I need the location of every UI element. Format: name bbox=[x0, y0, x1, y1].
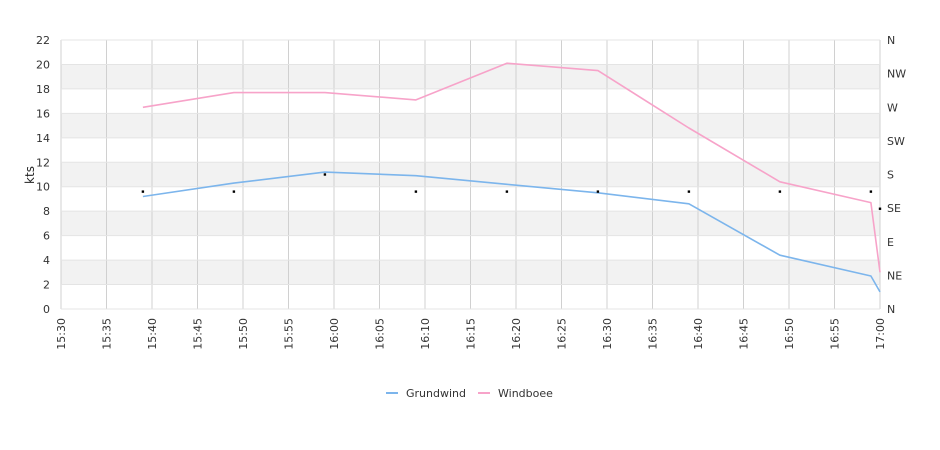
legend-label-grundwind: Grundwind bbox=[406, 387, 466, 400]
horizontal-gridlines bbox=[61, 39, 880, 310]
y-tick-label: 18 bbox=[36, 83, 50, 96]
x-tick-label: 15:45 bbox=[192, 318, 205, 350]
legend: Grundwind Windboee bbox=[386, 387, 553, 400]
x-tick-label: 16:20 bbox=[510, 318, 523, 350]
x-tick-label: 15:35 bbox=[101, 318, 114, 350]
x-tick-label: 16:00 bbox=[328, 318, 341, 350]
series-line-windboee bbox=[142, 62, 881, 273]
x-tick-label: 16:10 bbox=[419, 318, 432, 350]
y2-tick-label: SW bbox=[887, 135, 905, 148]
y2-tick-label: SE bbox=[887, 202, 901, 215]
direction-marker bbox=[878, 207, 882, 210]
direction-marker bbox=[687, 190, 691, 193]
y2-tick-label: N bbox=[887, 34, 895, 47]
x-tick-label: 15:30 bbox=[55, 318, 68, 350]
x-tick-label: 16:40 bbox=[692, 318, 705, 350]
y2-tick-label: NW bbox=[887, 68, 906, 81]
y-tick-label: 0 bbox=[43, 303, 50, 316]
y2-axis-ticks: N NE E SE S SW W NW N bbox=[887, 34, 906, 316]
y-tick-label: 14 bbox=[36, 132, 50, 145]
x-tick-label: 16:55 bbox=[829, 318, 842, 350]
y2-tick-label: S bbox=[887, 169, 894, 182]
x-tick-label: 16:50 bbox=[783, 318, 796, 350]
x-axis-ticks: 15:30 15:35 15:40 15:45 15:50 15:55 16:00 16:05… bbox=[55, 318, 887, 350]
x-tick-label: 16:45 bbox=[738, 318, 751, 350]
y-tick-label: 2 bbox=[43, 279, 50, 292]
y2-tick-label: N bbox=[887, 303, 895, 316]
y-tick-label: 16 bbox=[36, 107, 50, 120]
y-axis-title: kts bbox=[23, 166, 37, 184]
y-tick-label: 4 bbox=[43, 254, 50, 267]
x-tick-label: 15:55 bbox=[283, 318, 296, 350]
direction-marker bbox=[323, 173, 327, 176]
series-line-grundwind bbox=[142, 171, 881, 293]
direction-marker bbox=[414, 190, 418, 193]
y2-tick-label: E bbox=[887, 236, 894, 249]
y-tick-label: 12 bbox=[36, 156, 50, 169]
y-tick-label: 6 bbox=[43, 230, 50, 243]
direction-marker bbox=[869, 190, 873, 193]
y2-tick-label: W bbox=[887, 101, 898, 114]
direction-markers bbox=[141, 173, 882, 210]
y2-tick-label: NE bbox=[887, 269, 902, 282]
y-tick-label: 10 bbox=[36, 181, 50, 194]
x-tick-label: 16:15 bbox=[465, 318, 478, 350]
direction-marker bbox=[596, 190, 600, 193]
x-tick-label: 15:40 bbox=[146, 318, 159, 350]
direction-marker bbox=[232, 190, 236, 193]
direction-marker bbox=[505, 190, 509, 193]
x-tick-label: 16:25 bbox=[556, 318, 569, 350]
x-tick-label: 16:30 bbox=[601, 318, 614, 350]
y-tick-label: 20 bbox=[36, 58, 50, 71]
x-tick-label: 16:05 bbox=[374, 318, 387, 350]
y-tick-label: 22 bbox=[36, 34, 50, 47]
legend-label-windboee: Windboee bbox=[498, 387, 553, 400]
direction-marker bbox=[778, 190, 782, 193]
direction-marker bbox=[141, 190, 145, 193]
y-tick-label: 8 bbox=[43, 205, 50, 218]
x-tick-label: 16:35 bbox=[647, 318, 660, 350]
x-tick-label: 15:50 bbox=[237, 318, 250, 350]
y-axis-ticks: 0 2 4 6 8 10 12 14 16 18 20 22 bbox=[36, 34, 50, 316]
x-tick-label: 17:00 bbox=[874, 318, 887, 350]
series-lines bbox=[142, 62, 881, 293]
vertical-gridlines bbox=[60, 40, 881, 309]
